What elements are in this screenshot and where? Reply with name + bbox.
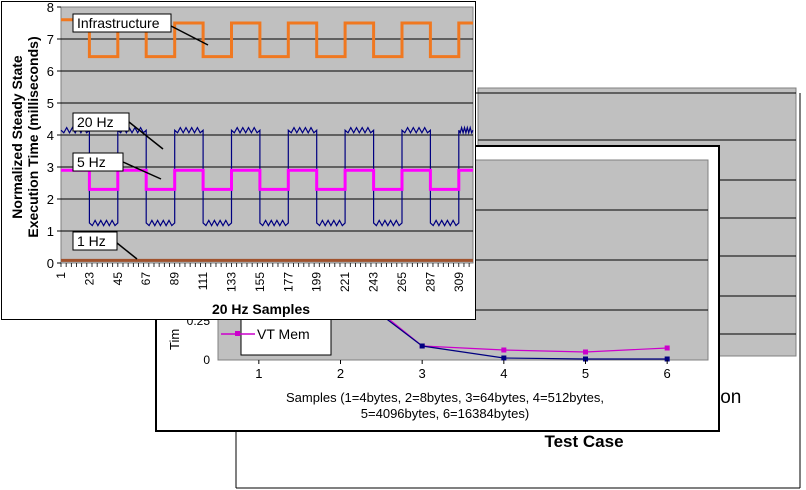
middle-chart-point <box>664 356 670 362</box>
front-chart-xtick-label: 265 <box>395 272 409 292</box>
front-chart-ylabel-line1: Normalized Steady State <box>9 55 25 219</box>
middle-chart-point <box>583 356 588 362</box>
callout-5hz-arrow <box>122 161 162 180</box>
front-chart-xtick-label: 45 <box>111 272 125 286</box>
front-chart-xtick-label: 111 <box>196 272 210 291</box>
front-chart-xtick-label: 133 <box>224 272 238 292</box>
middle-chart-point <box>419 343 425 349</box>
middle-chart-point <box>583 349 588 355</box>
callout-1hz-box <box>72 231 118 251</box>
front-chart-xlabel: 20 Hz Samples <box>212 301 310 317</box>
front-chart-xticks: 1 23 45 67 89 111 133 155 177 199 221 243 265 287 309 <box>54 263 470 292</box>
middle-chart-point <box>501 355 507 361</box>
front-chart-xtick-label: 287 <box>423 272 437 292</box>
callout-20hz-arrow <box>128 121 164 150</box>
front-chart-ytick-label: 1 <box>47 224 54 239</box>
front-chart-xtick-label: 221 <box>338 272 352 292</box>
back-chart-partial-label: ion <box>716 387 741 408</box>
middle-chart-xtick-label: 5 <box>582 366 589 381</box>
front-chart-ytick-label: 4 <box>47 128 54 143</box>
front-chart-yticks: 0 1 2 3 4 5 6 7 8 <box>47 1 61 271</box>
middle-chart-legend <box>240 318 332 356</box>
front-chart-ylabel-line2: Execution Time (milliseconds) <box>25 36 41 237</box>
front-chart-ytick-label: 5 <box>47 96 54 111</box>
series-20-hz-line <box>60 125 474 227</box>
middle-chart-ytick-0: 0 <box>203 353 210 367</box>
front-chart-ytick-label: 2 <box>47 192 54 207</box>
callout-infrastructure-box <box>72 13 172 33</box>
middle-chart-point <box>664 345 670 351</box>
callout-1hz-label: 1 Hz <box>77 233 106 249</box>
callout-20hz-label: 20 Hz <box>77 114 114 130</box>
front-chart-xtick-label: 177 <box>281 272 295 292</box>
middle-chart-xlabel-line1: Samples (1=4bytes, 2=8bytes, 3=64bytes, … <box>286 390 604 405</box>
middle-chart-xtick-label: 4 <box>500 366 507 381</box>
middle-chart-point <box>501 347 507 353</box>
callout-5hz-label: 5 Hz <box>77 154 106 170</box>
front-chart-xtick-label: 89 <box>168 272 182 286</box>
front-chart-xtick-label: 23 <box>82 272 96 286</box>
middle-chart-series <box>340 279 670 362</box>
callout-infrastructure-label: Infrastructure <box>77 15 160 31</box>
front-chart-xtick-label: 309 <box>452 272 466 292</box>
middle-chart-xtick-label: 6 <box>664 366 671 381</box>
callout-infrastructure-arrow <box>170 25 209 46</box>
middle-chart-xlabel-line2: 5=4096bytes, 6=16384bytes) <box>361 406 529 421</box>
middle-chart-xtick-label: 2 <box>337 366 344 381</box>
front-chart-ytick-label: 3 <box>47 160 54 175</box>
front-chart-xtick-label: 155 <box>253 272 267 292</box>
back-chart-xlabel: Test Case <box>544 432 623 451</box>
front-chart-ytick-label: 7 <box>47 32 54 47</box>
middle-chart-xtick-label: 3 <box>419 366 426 381</box>
front-chart-ytick-label: 8 <box>47 1 54 15</box>
callout-1hz-arrow <box>116 242 138 260</box>
middle-chart-xticks: 1 2 3 4 5 6 <box>255 360 671 381</box>
front-chart-ytick-label: 0 <box>47 256 54 271</box>
middle-chart-legend-label: VT Mem <box>257 326 310 342</box>
front-chart-xtick-label: 243 <box>367 272 381 292</box>
front-chart-xtick-label: 199 <box>310 272 324 292</box>
front-chart-grid <box>61 38 473 232</box>
middle-chart-xtick-label: 1 <box>255 366 262 381</box>
middle-chart-legend-marker <box>235 331 240 336</box>
front-chart-xtick-label: 67 <box>139 272 153 286</box>
middle-chart-ylabel: Tim <box>167 329 182 350</box>
front-chart-xtick-label: 1 <box>54 272 68 279</box>
front-chart-ytick-label: 6 <box>47 64 54 79</box>
